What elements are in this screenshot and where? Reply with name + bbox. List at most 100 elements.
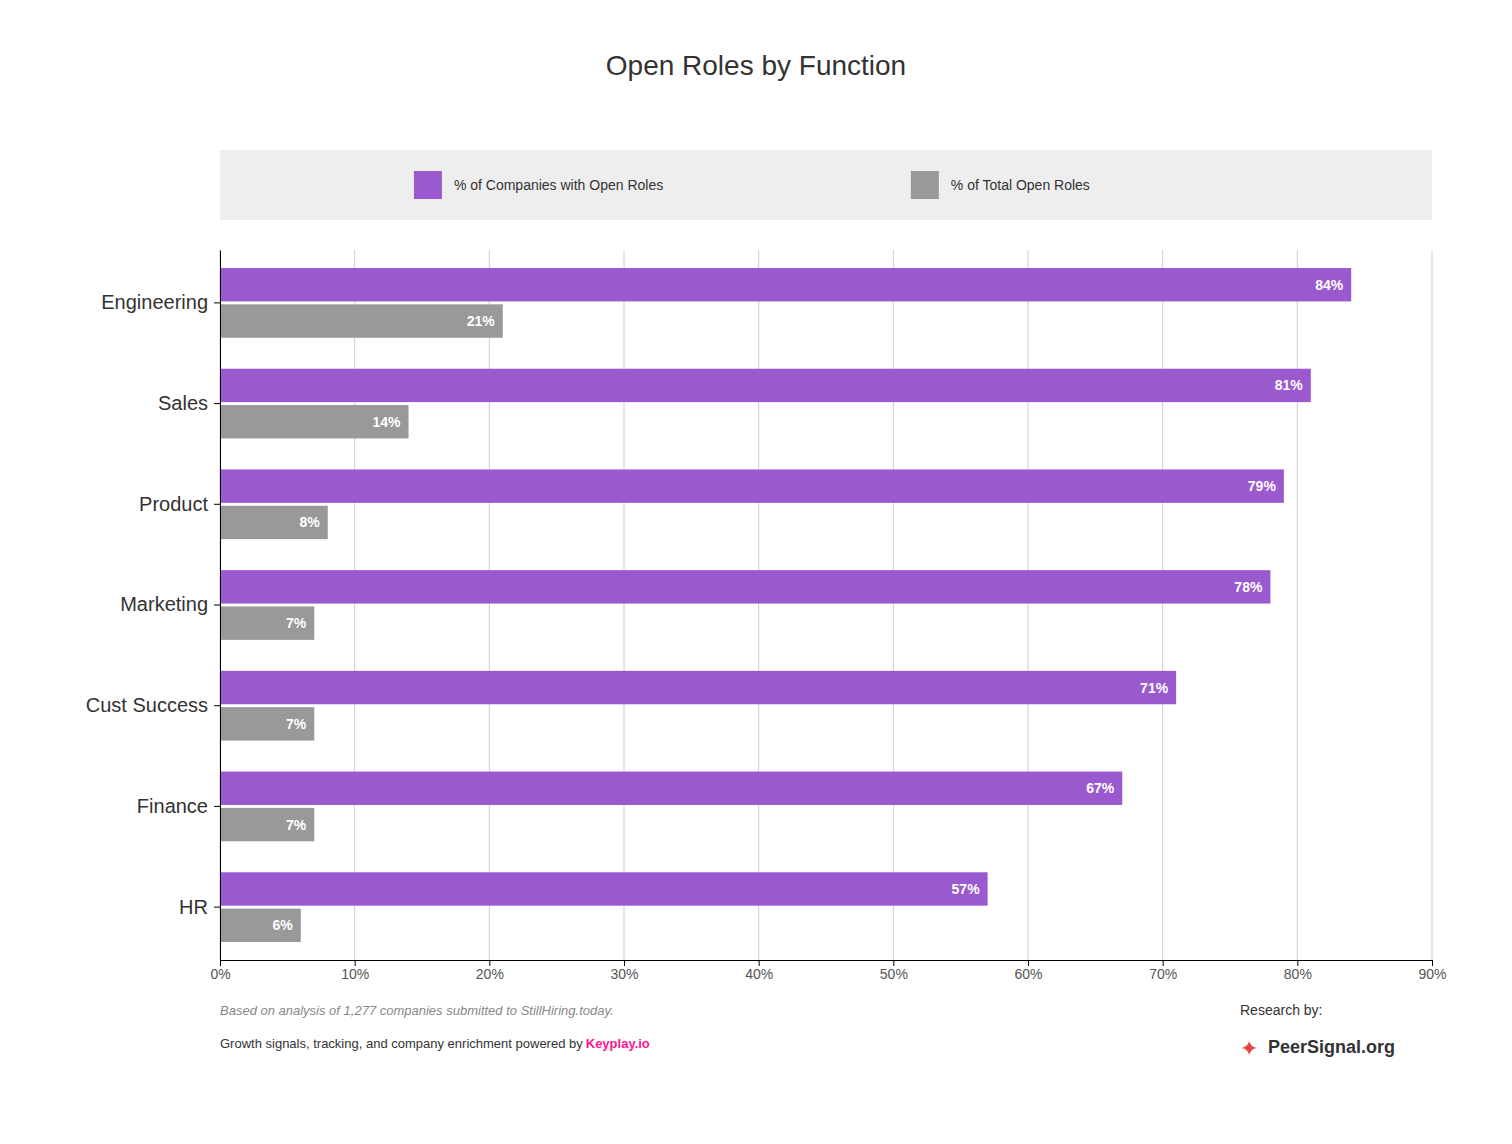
legend-label: % of Total Open Roles: [951, 177, 1090, 193]
grid-line: [893, 250, 894, 960]
x-tick-label: 90%: [1418, 966, 1446, 982]
data-label: 6%: [273, 917, 294, 933]
grid: [220, 250, 1432, 960]
title: Open Roles by Function: [606, 50, 906, 81]
plot: 84% 81% 79% 78% 71% 67% 57% 21% 14% 8% 7% 7% 7% 6% 0% 1…: [86, 250, 1447, 982]
y-tick-label: Cust Success: [86, 694, 208, 716]
data-label: 7%: [286, 716, 307, 732]
x-tick: 50%: [880, 960, 908, 982]
y-tick: Marketing: [120, 593, 220, 615]
y-axis: Engineering Sales Product Marketing Cust Suc…: [86, 251, 221, 961]
bar: [220, 707, 314, 740]
bar: [220, 772, 1122, 805]
y-tick-mark: [214, 806, 220, 807]
data-label: 81%: [1275, 377, 1304, 393]
y-tick-mark: [214, 705, 220, 706]
research-by: Research by:: [1240, 1002, 1322, 1018]
bar: [220, 808, 314, 841]
x-tick-label: 10%: [341, 966, 369, 982]
x-tick: 20%: [476, 960, 504, 982]
y-tick-mark: [214, 504, 220, 505]
legend: % of Companies with Open Roles % of Total…: [220, 150, 1432, 220]
data-label: 8%: [299, 514, 320, 530]
peersignal: PeerSignal.org: [1268, 1037, 1395, 1057]
y-tick: Cust Success: [86, 694, 220, 716]
y-tick: Finance: [137, 795, 220, 817]
legend-label: % of Companies with Open Roles: [454, 177, 663, 193]
x-tick-label: 30%: [610, 966, 638, 982]
data-label: 78%: [1234, 579, 1263, 595]
bar: [220, 606, 314, 639]
y-tick-mark: [214, 907, 220, 908]
bars: [220, 268, 1351, 942]
grid-line: [1028, 250, 1029, 960]
x-axis-line: [221, 961, 1433, 967]
x-axis: 0% 10% 20% 30% 40% 50% 60% 70% 80% 90%: [210, 960, 1446, 982]
x-tick-label: 70%: [1149, 966, 1177, 982]
y-tick: HR: [179, 896, 220, 918]
bar: [220, 405, 409, 438]
y-tick-mark: [214, 302, 220, 303]
y-tick-label: HR: [179, 896, 208, 918]
grid-line: [1162, 250, 1163, 960]
bar: [220, 469, 1284, 502]
data-label: 71%: [1140, 680, 1169, 696]
y-tick: Product: [139, 493, 220, 515]
x-tick-label: 60%: [1014, 966, 1042, 982]
data-label: 7%: [286, 817, 307, 833]
footnotes: Based on analysis of 1,277 companies sub…: [220, 1002, 1395, 1061]
footnote: Based on analysis of 1,277 companies sub…: [220, 1003, 614, 1018]
grid-line: [1432, 250, 1433, 960]
y-tick: Engineering: [101, 291, 220, 313]
x-tick: 60%: [1014, 960, 1042, 982]
data-label: 79%: [1248, 478, 1277, 494]
bar: [220, 872, 988, 905]
x-tick: 0%: [210, 960, 230, 982]
bar: [220, 369, 1311, 402]
bar: [220, 570, 1270, 603]
data-labels: 84% 81% 79% 78% 71% 67% 57% 21% 14% 8% 7% 7% 7% 6%: [273, 277, 1344, 934]
bar: [220, 268, 1351, 301]
x-tick: 10%: [341, 960, 369, 982]
legend-swatch: [911, 171, 939, 199]
x-tick: 90%: [1418, 960, 1446, 982]
data-label: 7%: [286, 615, 307, 631]
x-tick-label: 20%: [476, 966, 504, 982]
bar: [220, 304, 503, 337]
grid-line: [489, 250, 490, 960]
y-tick-label: Engineering: [101, 291, 208, 313]
data-label: 84%: [1315, 277, 1344, 293]
bar: [220, 506, 328, 539]
x-tick-label: 80%: [1284, 966, 1312, 982]
grid-line: [758, 250, 759, 960]
logo-mark: ✦: [1240, 1036, 1258, 1061]
y-tick-mark: [214, 605, 220, 606]
bar: [220, 909, 301, 942]
footnote: Growth signals, tracking, and company en…: [220, 1036, 583, 1051]
bar: [220, 671, 1176, 704]
y-tick-label: Marketing: [120, 593, 208, 615]
y-tick-label: Finance: [137, 795, 208, 817]
data-label: 14%: [373, 414, 402, 430]
data-label: 57%: [952, 881, 981, 897]
x-tick: 70%: [1149, 960, 1177, 982]
grid-line: [354, 250, 355, 960]
x-tick-label: 40%: [745, 966, 773, 982]
x-tick: 40%: [745, 960, 773, 982]
legend-swatch: [414, 171, 442, 199]
x-tick: 30%: [610, 960, 638, 982]
y-tick: Sales: [158, 392, 220, 414]
y-axis-line: [220, 251, 221, 961]
grid-line: [624, 250, 625, 960]
chart: Open Roles by Function % of Companies wit…: [0, 0, 1512, 1144]
data-label: 21%: [467, 313, 496, 329]
y-tick-mark: [214, 403, 220, 404]
footnote-link: Keyplay.io: [586, 1036, 650, 1051]
x-tick-label: 0%: [210, 966, 230, 982]
x-tick: 80%: [1284, 960, 1312, 982]
grid-line: [1297, 250, 1298, 960]
y-tick-label: Sales: [158, 392, 208, 414]
x-tick-label: 50%: [880, 966, 908, 982]
legend-background: [220, 150, 1432, 220]
data-label: 67%: [1086, 780, 1115, 796]
